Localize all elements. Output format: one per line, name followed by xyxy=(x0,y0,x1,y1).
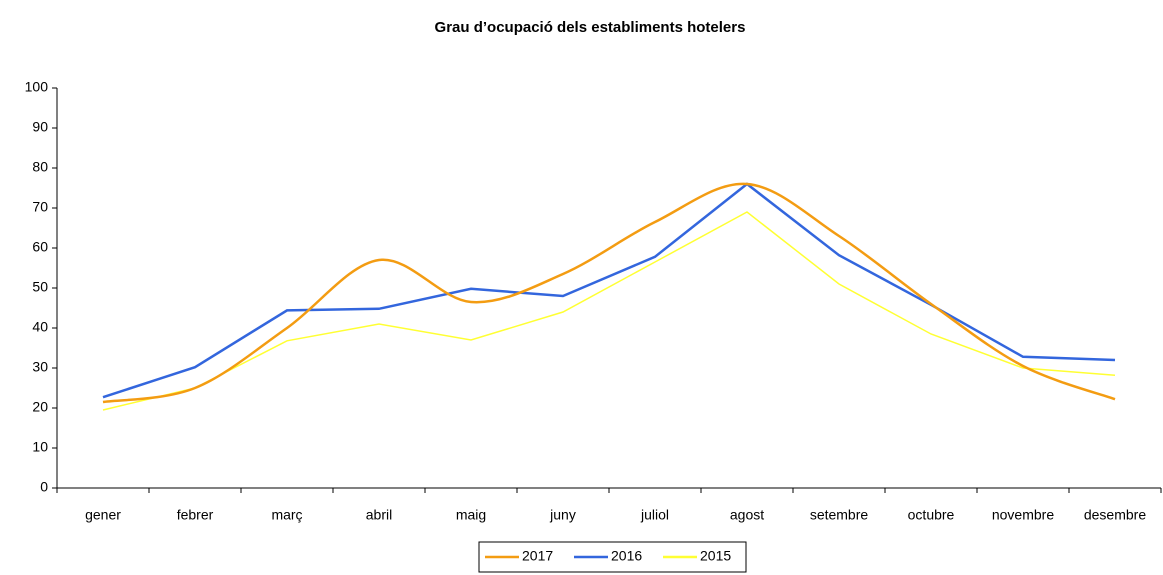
x-tick-label: gener xyxy=(85,507,121,523)
x-tick-label: febrer xyxy=(177,507,214,523)
x-tick-label: abril xyxy=(366,507,392,523)
y-tick-label: 30 xyxy=(32,359,48,375)
y-tick-label: 50 xyxy=(32,279,48,295)
x-tick-label: maig xyxy=(456,507,486,523)
y-tick-label: 10 xyxy=(32,439,48,455)
legend-label: 2017 xyxy=(522,548,553,564)
legend-label: 2015 xyxy=(700,548,731,564)
legend-label: 2016 xyxy=(611,548,642,564)
x-tick-label: octubre xyxy=(908,507,955,523)
line-series xyxy=(102,211,1116,411)
x-tick-label: juliol xyxy=(640,507,669,523)
y-tick-label: 90 xyxy=(32,119,48,135)
legend-box xyxy=(478,541,747,573)
x-tick-label: desembre xyxy=(1084,507,1146,523)
y-tick-label: 60 xyxy=(32,239,48,255)
y-tick-label: 0 xyxy=(40,479,48,495)
x-tick-label: març xyxy=(271,507,302,523)
x-tick-label: setembre xyxy=(810,507,869,523)
x-tick-label: agost xyxy=(730,507,764,523)
line-series xyxy=(102,182,1116,399)
line-series xyxy=(102,182,1116,404)
y-tick-label: 40 xyxy=(32,319,48,335)
y-tick-label: 20 xyxy=(32,399,48,415)
y-tick-label: 80 xyxy=(32,159,48,175)
y-tick-label: 100 xyxy=(25,79,49,95)
y-tick-label: 70 xyxy=(32,199,48,215)
chart-title: Grau d’ocupació dels establiments hotele… xyxy=(435,19,746,36)
x-tick-label: juny xyxy=(549,507,576,523)
x-tick-label: novembre xyxy=(992,507,1054,523)
